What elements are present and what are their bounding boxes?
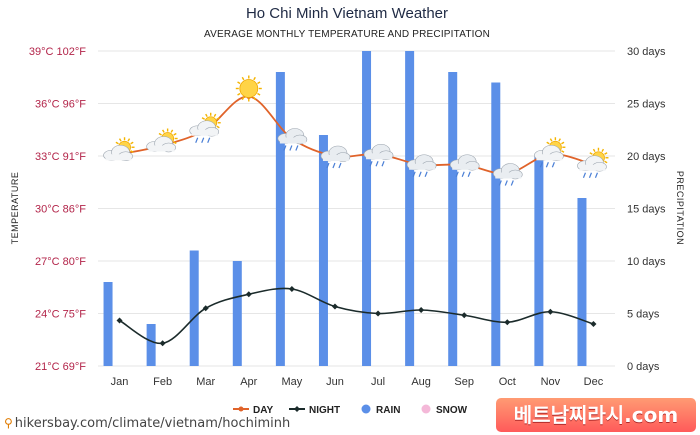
night-point [375,310,382,317]
precipitation-tick-label: 20 days [627,151,666,163]
night-temperature-series [116,286,597,347]
map-pin-icon: ⚲ [4,416,13,430]
month-tick-label: Jul [371,376,385,388]
rain-bar [362,51,372,366]
legend-night-label: NIGHT [309,405,340,416]
cloud-rain-icon [363,143,394,167]
rain-bar [405,51,415,366]
legend-item-snow[interactable]: SNOW [421,404,468,417]
night-point [331,303,338,310]
temperature-tick-label: 27°C 80°F [35,256,86,268]
temperature-tick-label: 30°C 86°F [35,204,86,216]
legend-item-day[interactable]: DAY [233,405,274,416]
chart-title: Ho Chi Minh Vietnam Weather [246,5,448,22]
sun-cloud-rain-icon [577,147,609,178]
rain-bar [318,135,328,366]
precipitation-tick-label: 15 days [627,204,666,216]
cloud-rain-icon [492,163,523,186]
legend-snow-label: SNOW [436,405,468,416]
night-point [159,340,166,347]
month-tick-label: Nov [541,376,561,388]
sun-icon [235,75,262,102]
night-point [547,308,554,315]
temperature-tick-label: 33°C 91°F [35,151,86,163]
rain-bar [577,198,587,366]
precipitation-tick-label: 0 days [627,361,660,373]
month-tick-label: May [281,376,302,388]
day-line-path [119,95,594,175]
rain-bars [103,51,587,366]
day-temperature-series [117,94,596,176]
sun-cloud-rain-icon [534,137,566,168]
source-link[interactable]: ⚲ hikersbay.com/climate/vietnam/hochiminh [4,416,290,431]
precipitation-tick-label: 30 days [627,46,666,58]
sun-cloud-rain-icon [189,112,221,143]
source-url: hikersbay.com/climate/vietnam/hochiminh [14,416,291,431]
rain-bar [275,72,285,366]
night-point [245,291,252,298]
night-point [202,305,209,312]
rain-bar [146,324,156,366]
night-point [461,312,468,319]
precipitation-tick-label: 25 days [627,99,666,111]
night-point [116,317,123,324]
rain-bar [534,156,544,366]
sun-cloud-icon [146,128,178,153]
cloud-rain-icon [449,154,480,177]
legend-rain-label: RAIN [376,405,400,416]
precipitation-tick-label: 5 days [627,309,660,321]
temperature-axis-ticks: 21°C 69°F 24°C 75°F 27°C 80°F 30°C 86°F 33°C… [29,46,86,373]
month-tick-label: Jun [326,376,344,388]
legend-item-rain[interactable]: RAIN [361,404,401,417]
brand-watermark: 베트남찌라시.com [496,398,696,432]
month-tick-label: Dec [584,376,604,388]
month-tick-label: Aug [411,376,431,388]
night-point [418,307,425,313]
night-point [590,321,597,327]
rain-bar [491,82,501,366]
precipitation-axis-ticks: 0 days 5 days 10 days 15 days 20 days 25 days… [627,46,666,373]
night-point [504,319,511,326]
month-tick-label: Mar [196,376,215,388]
month-tick-label: Sep [454,376,474,388]
rain-bar [448,72,458,366]
rain-bar [189,250,199,366]
weather-icons [103,75,609,186]
month-tick-label: Feb [153,376,172,388]
temperature-axis-label: TEMPERATURE [10,172,20,245]
temperature-tick-label: 39°C 102°F [29,46,86,58]
sun-cloud-icon [103,137,135,162]
cloud-rain-icon [320,145,351,169]
night-line-path [119,287,594,345]
cloud-rain-icon [277,128,308,151]
legend-day-label: DAY [253,405,274,416]
rain-bar [232,261,242,366]
temperature-tick-label: 36°C 96°F [35,99,86,111]
month-axis-ticks: Jan Feb Mar Apr May Jun Jul Aug Sep Oct Nov Dec [111,376,604,388]
chart-subtitle: AVERAGE MONTHLY TEMPERATURE AND PRECIPIT… [204,29,490,40]
night-point [288,286,295,292]
month-tick-label: Apr [240,376,257,388]
legend: DAY NIGHT RAIN SNOW [233,404,468,417]
precipitation-axis-label: PRECIPITATION [675,171,685,245]
rain-bar [103,282,113,366]
cloud-rain-icon [406,154,437,177]
legend-item-night[interactable]: NIGHT [289,405,340,416]
month-tick-label: Oct [499,376,516,388]
precipitation-tick-label: 10 days [627,256,666,268]
temperature-tick-label: 24°C 75°F [35,309,86,321]
temperature-tick-label: 21°C 69°F [35,361,86,373]
month-tick-label: Jan [111,376,129,388]
